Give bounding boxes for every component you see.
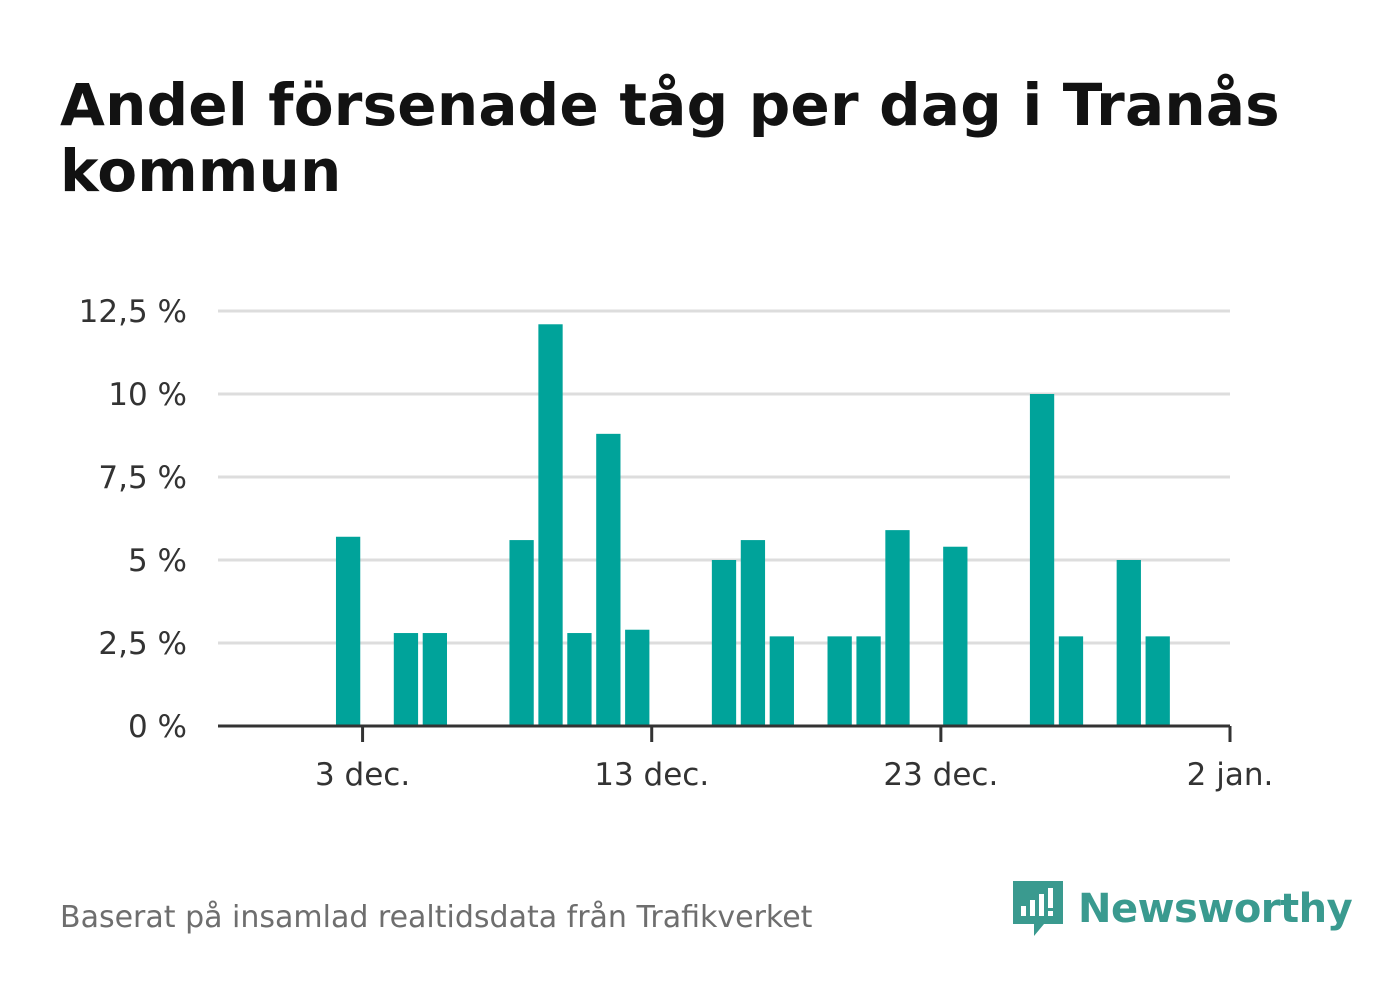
newsworthy-logo-icon xyxy=(1013,881,1063,936)
bar xyxy=(509,540,534,726)
bar xyxy=(596,433,621,726)
source-note: Baserat på insamlad realtidsdata från Tr… xyxy=(60,900,813,935)
x-tick-label: 23 dec. xyxy=(883,757,998,793)
bar xyxy=(740,540,766,726)
bar xyxy=(856,636,881,726)
y-tick-label: 7,5 % xyxy=(98,460,187,496)
bar xyxy=(1058,636,1084,726)
bar xyxy=(769,636,794,726)
bar xyxy=(827,636,852,726)
bar xyxy=(711,560,737,726)
chart-title: Andel försenade tåg per dag i Tranås kom… xyxy=(60,71,1280,205)
bar xyxy=(567,633,592,726)
bar xyxy=(885,530,910,726)
bar xyxy=(1145,636,1170,726)
brand-name: Newsworthy xyxy=(1078,886,1353,932)
bar xyxy=(625,629,650,726)
bar xyxy=(538,324,563,726)
brand-logo[interactable]: Newsworthy xyxy=(1010,878,1353,940)
y-tick-label: 12,5 % xyxy=(79,294,187,330)
bar xyxy=(943,546,968,726)
y-tick-label: 2,5 % xyxy=(98,626,187,662)
x-axis-ticks: 3 dec. 13 dec. 23 dec. 2 jan. xyxy=(315,726,1273,793)
bar xyxy=(1029,394,1055,726)
bar xyxy=(335,536,361,726)
y-axis-tick-labels: 0 % 2,5 % 5 % 7,5 % 10 % 12,5 % xyxy=(79,294,187,745)
x-tick-label: 2 jan. xyxy=(1187,757,1274,793)
bar xyxy=(422,633,448,726)
x-tick-label: 13 dec. xyxy=(594,757,709,793)
y-tick-label: 0 % xyxy=(128,709,187,745)
bars xyxy=(335,324,1170,726)
y-tick-label: 5 % xyxy=(128,543,187,579)
bar xyxy=(393,633,419,726)
bar xyxy=(1116,560,1141,726)
x-tick-label: 3 dec. xyxy=(315,757,410,793)
y-tick-label: 10 % xyxy=(108,377,187,413)
